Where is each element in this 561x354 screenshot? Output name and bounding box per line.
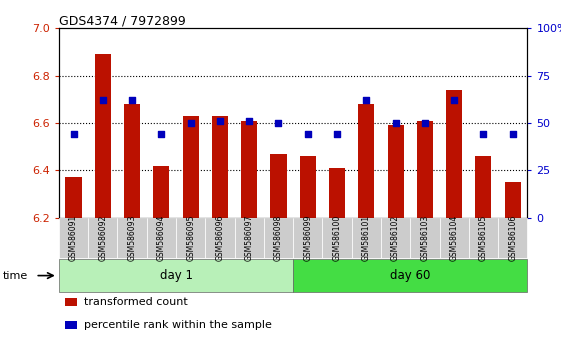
Bar [300,156,316,218]
Text: GSM586094: GSM586094 [157,215,166,261]
Bar [388,125,404,218]
Point [304,132,312,137]
Bar [153,166,169,218]
Point [479,132,488,137]
Text: GSM586100: GSM586100 [333,215,342,261]
Text: GSM586099: GSM586099 [304,215,312,261]
Text: GSM586098: GSM586098 [274,215,283,261]
Point [157,132,166,137]
Text: percentile rank within the sample: percentile rank within the sample [84,320,272,330]
Text: GSM586104: GSM586104 [450,215,459,261]
Point [127,97,136,103]
Bar [124,104,140,218]
Bar [446,90,462,218]
Text: day 60: day 60 [390,269,430,282]
Bar [417,121,433,218]
Point [186,120,195,126]
Point [98,97,107,103]
Point [391,120,400,126]
Point [215,118,224,124]
Text: GSM586105: GSM586105 [479,215,488,261]
Bar [505,182,521,218]
Text: GSM586101: GSM586101 [362,215,371,261]
Bar [182,116,199,218]
Bar [475,156,491,218]
Text: GSM586103: GSM586103 [420,215,429,261]
Bar [329,168,345,218]
Point [362,97,371,103]
Text: day 1: day 1 [159,269,192,282]
Bar [358,104,374,218]
Point [508,132,517,137]
Text: GSM586096: GSM586096 [215,215,224,261]
Point [333,132,342,137]
Text: GSM586095: GSM586095 [186,215,195,261]
Point [69,132,78,137]
Point [245,118,254,124]
Text: GSM586092: GSM586092 [98,215,107,261]
Point [420,120,429,126]
Bar [66,177,81,218]
Bar [241,121,257,218]
Text: GSM586102: GSM586102 [391,215,400,261]
Bar [270,154,287,218]
Text: GDS4374 / 7972899: GDS4374 / 7972899 [59,14,186,27]
Bar [212,116,228,218]
Text: time: time [3,270,28,281]
Point [450,97,459,103]
Text: GSM586097: GSM586097 [245,215,254,261]
Point [274,120,283,126]
Text: transformed count: transformed count [84,297,187,307]
Bar [95,55,111,218]
Text: GSM586106: GSM586106 [508,215,517,261]
Text: GSM586093: GSM586093 [127,215,136,261]
Text: GSM586091: GSM586091 [69,215,78,261]
